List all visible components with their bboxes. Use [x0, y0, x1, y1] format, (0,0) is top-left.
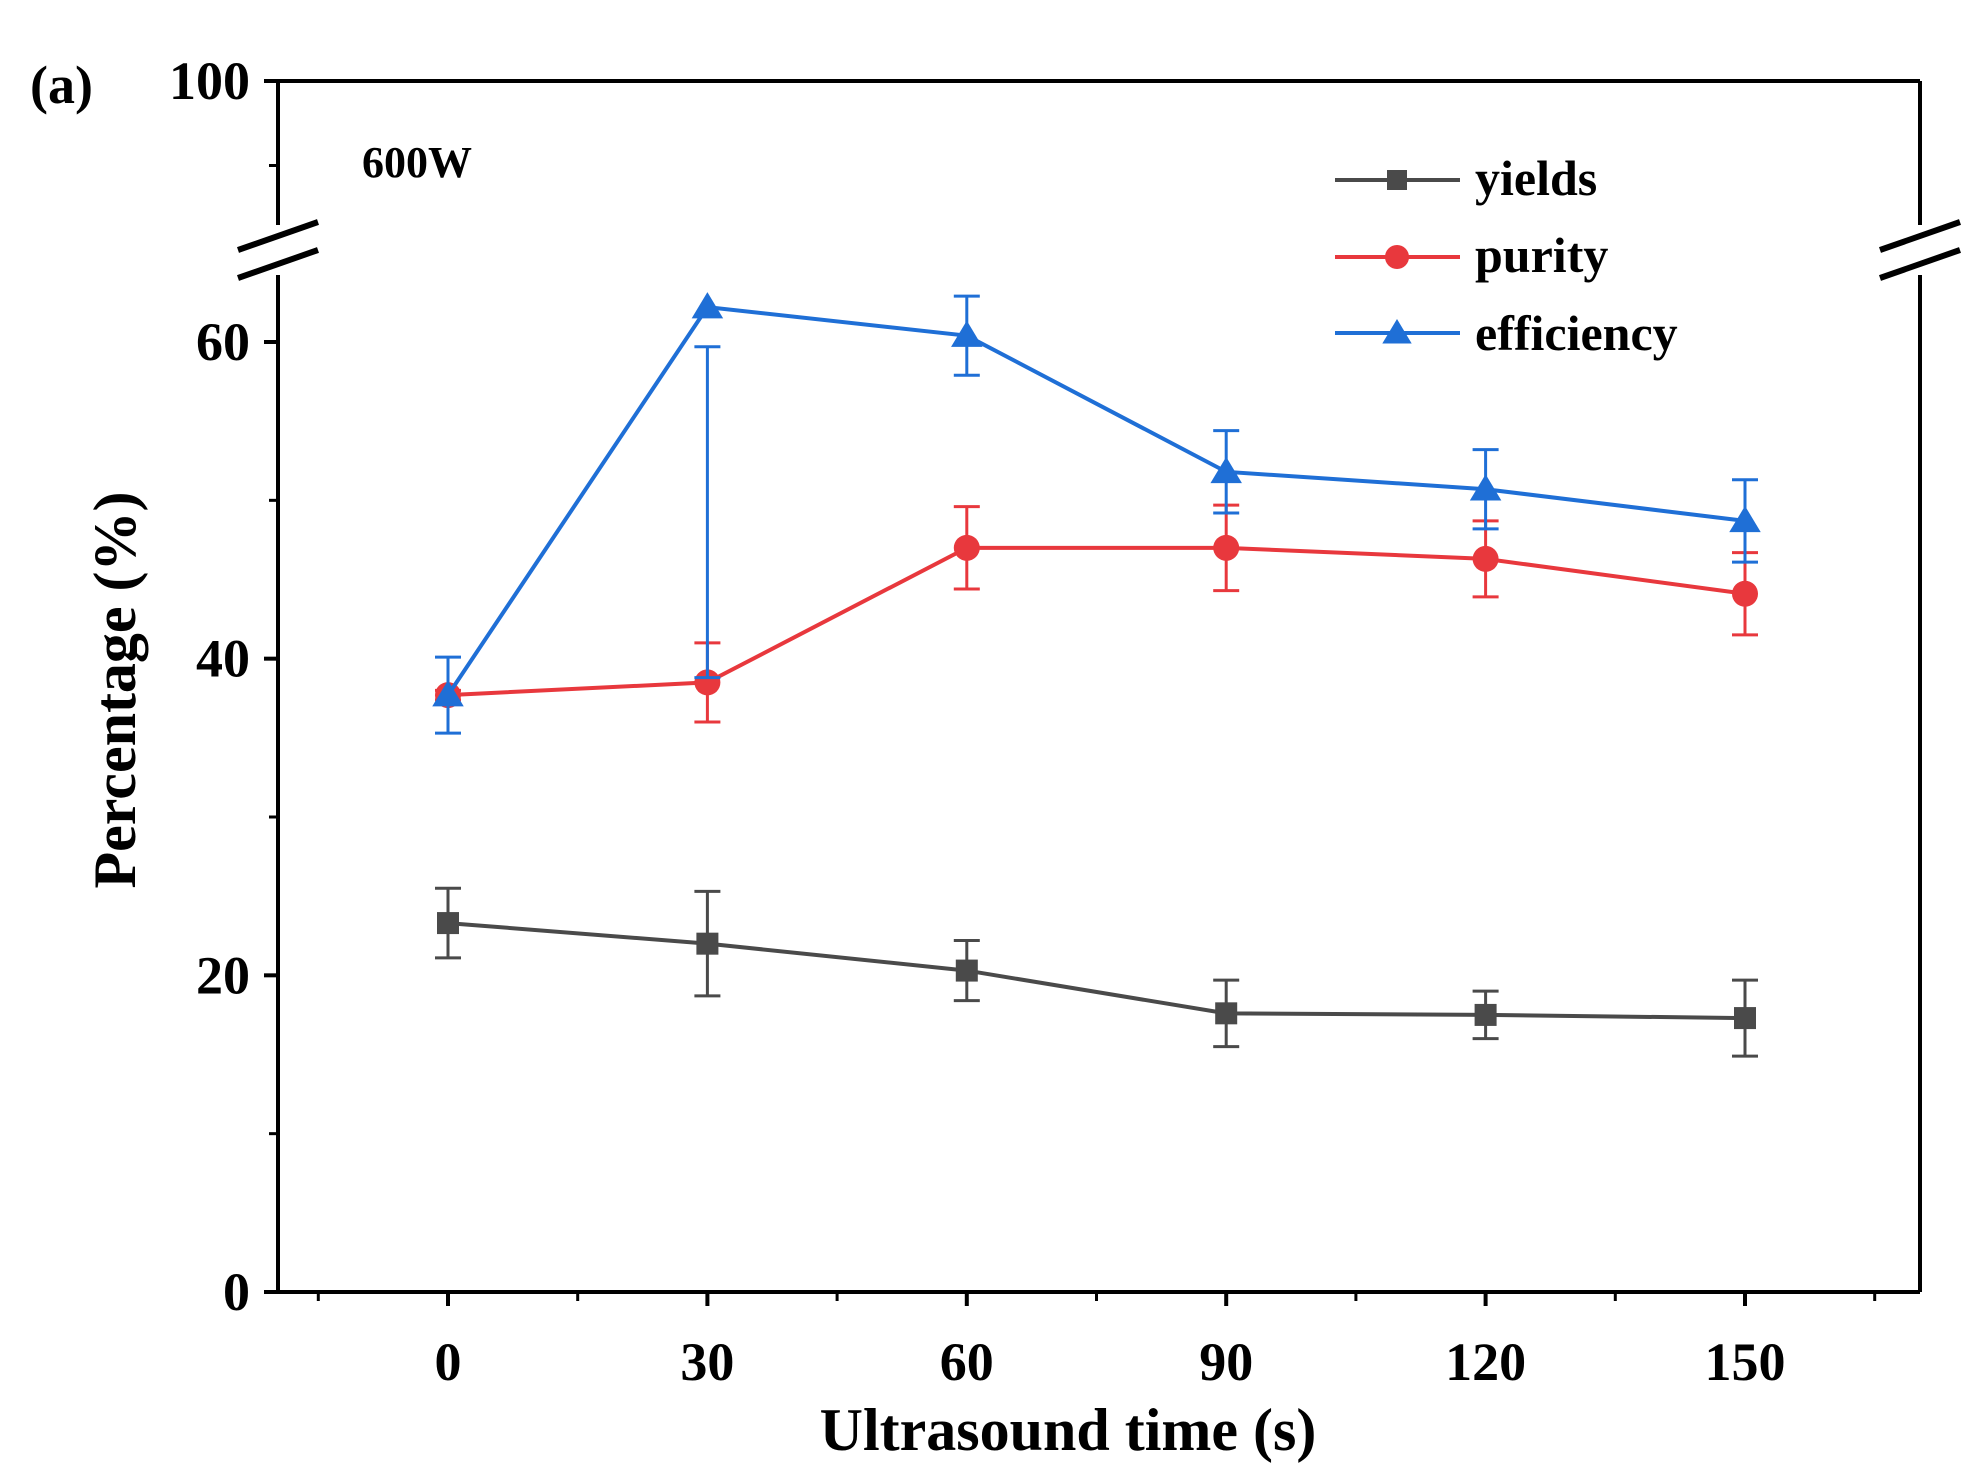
data-point-efficiency: [1469, 474, 1502, 501]
x-tick-label: 60: [940, 1332, 994, 1392]
y-tick-label: 60: [196, 312, 250, 372]
y-tick-label: 20: [196, 945, 250, 1005]
data-point-efficiency: [1210, 456, 1242, 484]
legend-label-purity: purity: [1475, 227, 1608, 283]
data-point-yields: [955, 959, 978, 982]
legend: yields purity efficiency: [1335, 150, 1678, 361]
break-mark-right-0: [1879, 219, 1961, 253]
data-point-purity: [1472, 545, 1499, 572]
y-tick-label: 100: [169, 51, 250, 111]
error-bar-efficiency: [694, 345, 721, 680]
data-point-efficiency: [432, 680, 464, 707]
legend-swatch-marker: [1385, 245, 1409, 269]
data-point-yields: [437, 912, 459, 935]
x-axis-label: Ultrasound time (s): [820, 1397, 1317, 1463]
legend-line-purity: [1335, 245, 1460, 269]
data-point-yields: [1215, 1002, 1238, 1025]
y-tick-label: 40: [196, 629, 250, 689]
legend-entry-yields: yields: [1335, 150, 1597, 206]
series-yields: [435, 886, 1758, 1058]
panel-label: (a): [30, 55, 93, 115]
x-tick-label: 0: [435, 1332, 462, 1392]
data-point-purity: [953, 534, 980, 561]
y-axis-label: Percentage (%): [82, 491, 148, 888]
legend-entry-purity: purity: [1335, 227, 1608, 283]
data-point-yields: [696, 932, 719, 955]
break-mark-left-1: [237, 247, 319, 281]
axis-ticks: 0 30 60 90 120 150 0 20 40 60 100: [169, 51, 1877, 1392]
x-tick-label: 30: [680, 1332, 734, 1392]
data-point-efficiency: [1729, 505, 1761, 533]
series-purity: [435, 503, 1758, 724]
x-tick-label: 150: [1705, 1332, 1786, 1392]
plot-frame: [276, 79, 1922, 1294]
series-group: [432, 292, 1761, 1058]
series-line-purity: [447, 545, 1746, 698]
break-mark-right-1: [1879, 247, 1961, 281]
data-point-yields: [1734, 1007, 1756, 1030]
data-point-yields: [1474, 1003, 1497, 1026]
x-tick-label: 120: [1445, 1332, 1526, 1392]
x-tick-label: 90: [1199, 1332, 1253, 1392]
data-point-purity: [1732, 580, 1758, 607]
data-point-efficiency: [951, 320, 983, 347]
y-tick-label: 0: [223, 1262, 250, 1322]
legend-line-yields: [1335, 170, 1460, 190]
legend-label-yields: yields: [1475, 150, 1597, 206]
legend-entry-efficiency: efficiency: [1335, 305, 1678, 361]
axis-break-marks: [237, 219, 1961, 281]
data-point-purity: [694, 669, 721, 696]
break-mark-left-0: [237, 219, 319, 253]
legend-line-efficiency: [1335, 319, 1460, 344]
series-line-efficiency: [446, 305, 1746, 697]
legend-swatch-marker: [1382, 319, 1412, 344]
series-efficiency: [432, 292, 1761, 735]
legend-swatch-marker: [1387, 170, 1407, 190]
data-point-purity: [1213, 534, 1240, 561]
series-line-yields: [447, 921, 1746, 1021]
data-point-efficiency: [691, 292, 724, 319]
legend-label-efficiency: efficiency: [1475, 305, 1678, 361]
power-annotation: 600W: [362, 138, 472, 187]
